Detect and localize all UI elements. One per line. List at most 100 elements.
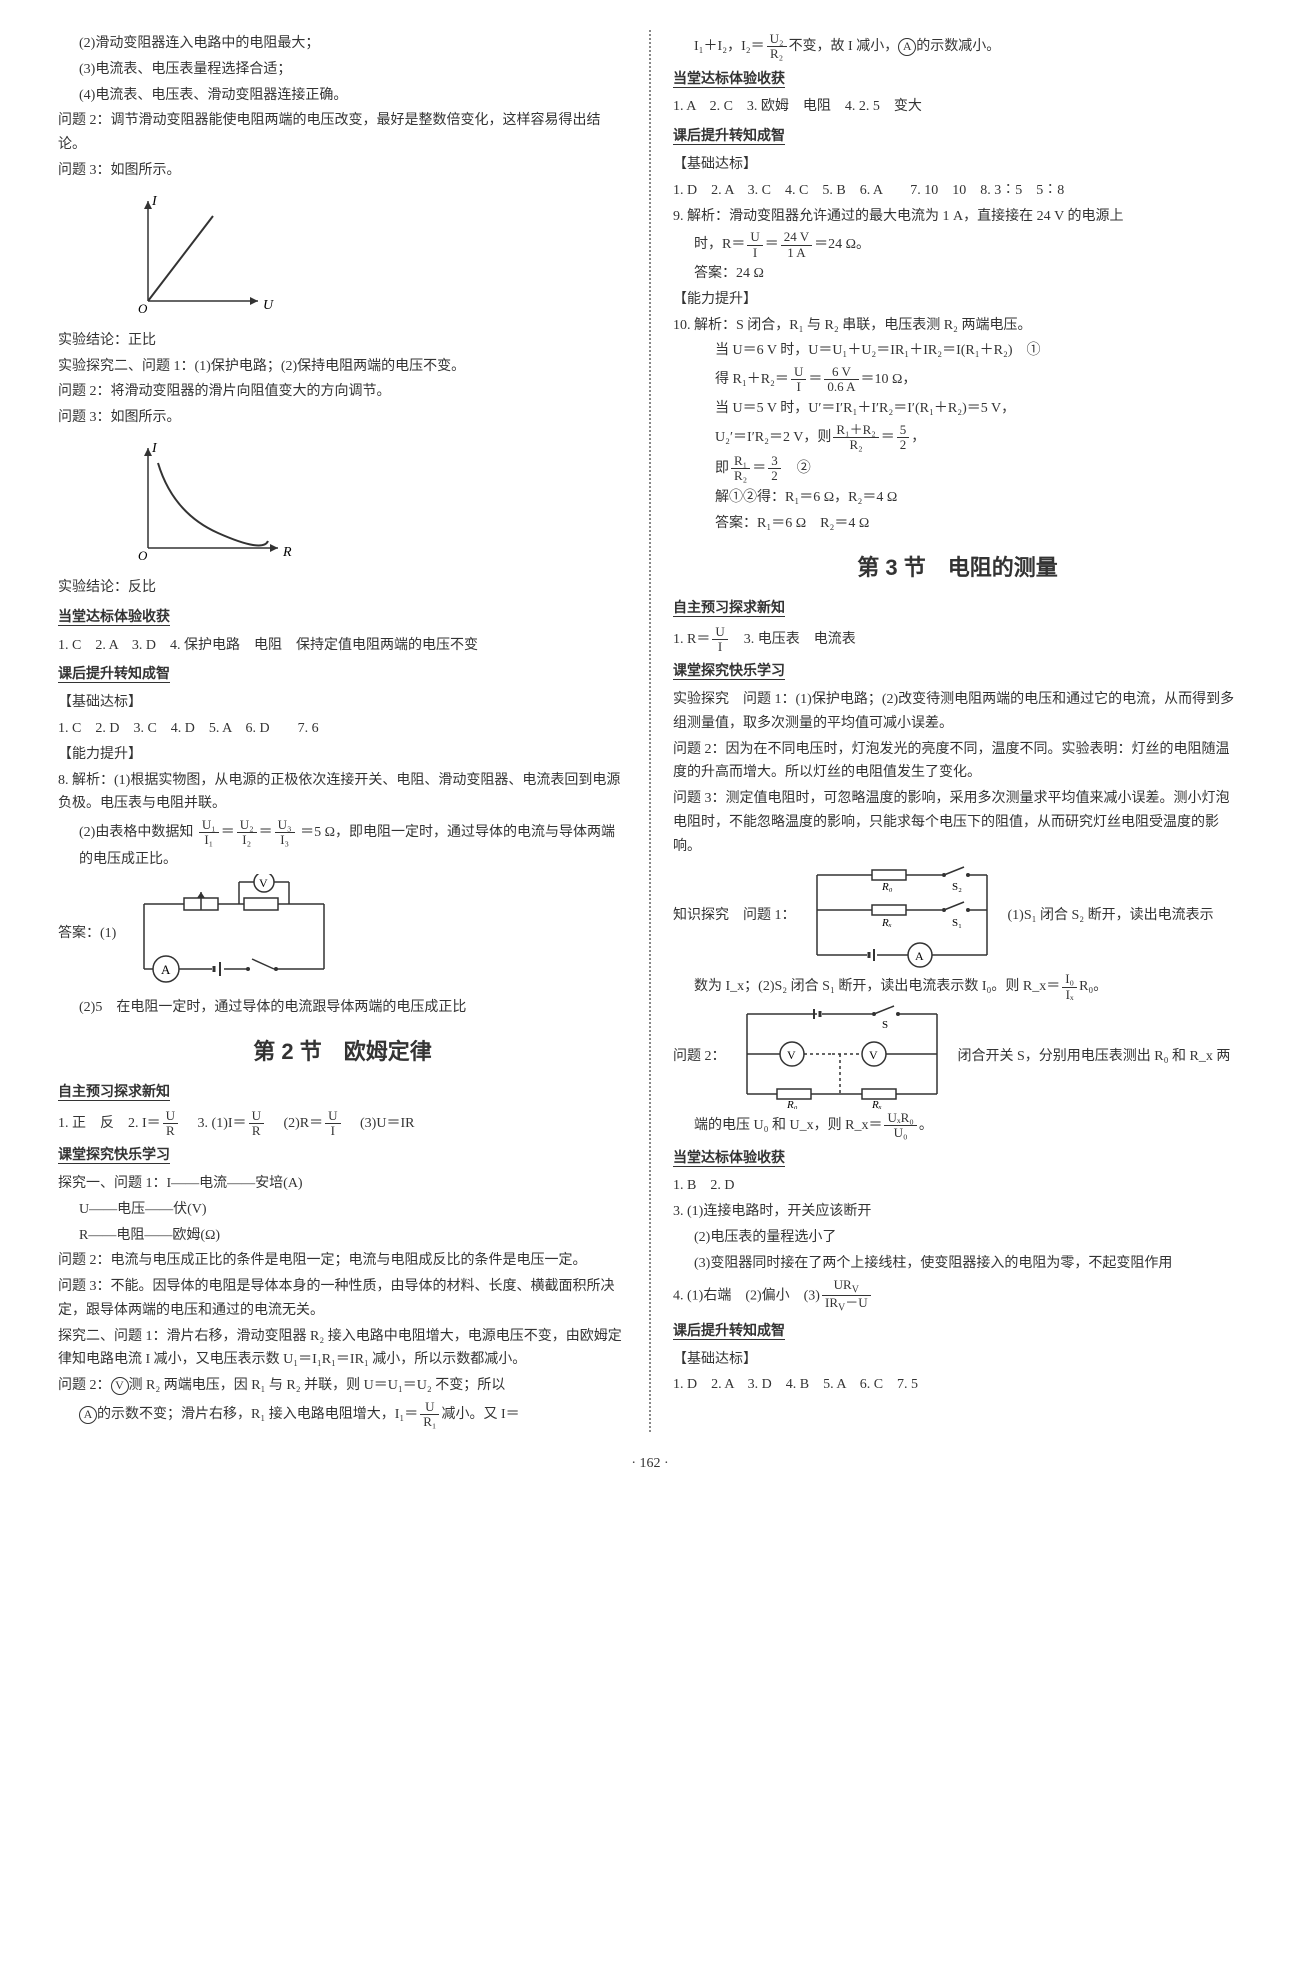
chapter-title: 第 3 节 电阻的测量 [673, 549, 1242, 586]
text: 1. R＝UI 3. 电压表 电流表 [673, 625, 1242, 655]
svg-text:Rₓ: Rₓ [881, 917, 892, 929]
text: 问题 3：不能。因导体的电阻是导体本身的一种性质，由导体的材料、长度、横截面积所… [58, 1275, 627, 1323]
text: 问题 2：因为在不同电压时，灯泡发光的亮度不同，温度不同。实验表明：灯丝的电阻随… [673, 738, 1242, 786]
answer-with-circuit: 答案：(1) [58, 874, 627, 994]
answer-line: 1. C 2. D 3. C 4. D 5. A 6. D 7. 6 [58, 717, 627, 741]
graph-iu-linear: O U I [118, 191, 627, 321]
a-icon: A [898, 38, 916, 56]
text: 当 U＝5 V 时，U′＝I′R₁＋I′R₂＝I′(R₁＋R₂)＝5 V， [673, 397, 1242, 421]
text: 时，R＝UI＝24 V1 A＝24 Ω。 [673, 230, 1242, 260]
text: (1)S₁ 闭合 S₂ 断开，读出电流表示 [1008, 904, 1214, 928]
text: 实验结论：正比 [58, 329, 627, 353]
text: 9. 解析：滑动变阻器允许通过的最大电流为 1 A，直接接在 24 V 的电源上 [673, 205, 1242, 229]
text: 当 U＝6 V 时，U＝U₁＋U₂＝IR₁＋IR₂＝I(R₁＋R₂) ① [673, 339, 1242, 363]
svg-text:V: V [869, 1048, 878, 1062]
text: 4. (1)右端 (2)偏小 (3)URVIRV－U [673, 1278, 1242, 1314]
text: 答案：24 Ω [673, 262, 1242, 286]
y-axis-label: I [151, 441, 158, 456]
text: 10. 解析：S 闭合，R₁ 与 R₂ 串联，电压表测 R₂ 两端电压。 [673, 314, 1242, 338]
section-heading: 自主预习探求新知 [673, 597, 1242, 621]
label: 问题 2： [673, 1045, 726, 1069]
text: 数为 I_x；(2)S₂ 闭合 S₁ 断开，读出电流表示数 I₀。则 R_x＝I… [673, 972, 1242, 1002]
answer-line: 1. D 2. A 3. C 4. C 5. B 6. A 7. 10 10 8… [673, 179, 1242, 203]
text: 实验探究二、问题 1：(1)保护电路；(2)保持电阻两端的电压不变。 [58, 355, 627, 379]
section-heading: 自主预习探求新知 [58, 1081, 627, 1105]
text: I₁＋I₂，I₂＝U₂R₂不变，故 I 减小，A的示数减小。 [673, 32, 1242, 62]
svg-text:Rₓ: Rₓ [871, 1099, 882, 1109]
text: (2)电压表的量程选小了 [673, 1226, 1242, 1250]
x-axis-label: U [263, 298, 274, 313]
chapter-title: 第 2 节 欧姆定律 [58, 1033, 627, 1070]
text: 问题 3：如图所示。 [58, 406, 627, 430]
x-axis-label: R [282, 545, 292, 560]
right-column: I₁＋I₂，I₂＝U₂R₂不变，故 I 减小，A的示数减小。 当堂达标体验收获 … [655, 30, 1260, 1432]
left-column: (2)滑动变阻器连入电路中的电阻最大； (3)电流表、电压表量程选择合适； (4… [40, 30, 645, 1432]
svg-text:R₀: R₀ [786, 1099, 798, 1109]
text: U——电压——伏(V) [58, 1198, 627, 1222]
text: A的示数不变；滑片右移，R₁ 接入电路电阻增大，I₁＝UR₁减小。又 I＝ [58, 1400, 627, 1430]
column-divider [649, 30, 651, 1432]
svg-text:O: O [138, 301, 148, 316]
svg-text:V: V [259, 876, 268, 890]
svg-text:A: A [915, 949, 924, 963]
section-heading: 当堂达标体验收获 [673, 1147, 1242, 1171]
page-number: · 162 · [40, 1452, 1260, 1476]
v-icon: V [111, 1377, 129, 1395]
page-layout: (2)滑动变阻器连入电路中的电阻最大； (3)电流表、电压表量程选择合适； (4… [40, 30, 1260, 1432]
answer-line: 1. D 2. A 3. D 4. B 5. A 6. C 7. 5 [673, 1373, 1242, 1397]
text: 问题 2：调节滑动变阻器能使电阻两端的电压改变，最好是整数倍变化，这样容易得出结… [58, 109, 627, 157]
bracket-label: 【基础达标】 [673, 1348, 1242, 1372]
text: 端的电压 U₀ 和 U_x，则 R_x＝UₓR₀U₀。 [673, 1111, 1242, 1141]
svg-text:R₀: R₀ [881, 881, 893, 893]
circuit-diagram-3: S V V R₀ [732, 1004, 952, 1109]
graph-ir-inverse: O R I [118, 438, 627, 568]
answer-line: 1. B 2. D [673, 1174, 1242, 1198]
circuit-diagram-1: A V [124, 874, 344, 994]
bracket-label: 【能力提升】 [673, 288, 1242, 312]
text: (3)电流表、电压表量程选择合适； [58, 58, 627, 82]
text: (2)滑动变阻器连入电路中的电阻最大； [58, 32, 627, 56]
text: 探究一、问题 1：I——电流——安培(A) [58, 1172, 627, 1196]
section-heading: 当堂达标体验收获 [673, 68, 1242, 92]
section-heading: 课后提升转知成智 [673, 125, 1242, 149]
text: 问题 3：如图所示。 [58, 159, 627, 183]
circuit-diagram-2: R₀ S₂ Rₓ S₁ [802, 860, 1002, 970]
svg-text:A: A [161, 962, 171, 977]
section-heading: 当堂达标体验收获 [58, 606, 627, 630]
text: 3. (1)连接电路时，开关应该断开 [673, 1200, 1242, 1224]
a-icon: A [79, 1406, 97, 1424]
svg-text:V: V [787, 1048, 796, 1062]
label: 知识探究 问题 1： [673, 904, 796, 928]
text: 解①②得：R₁＝6 Ω，R₂＝4 Ω [673, 486, 1242, 510]
svg-text:S₁: S₁ [952, 917, 962, 929]
text: 8. 解析：(1)根据实物图，从电源的正极依次连接开关、电阻、滑动变阻器、电流表… [58, 769, 627, 817]
text: 问题 3：测定值电阻时，可忽略温度的影响，采用多次测量求平均值来减小误差。测小灯… [673, 787, 1242, 858]
section-heading: 课后提升转知成智 [673, 1320, 1242, 1344]
text: 1. 正 反 2. I＝UR 3. (1)I＝UR (2)R＝UI (3)U＝I… [58, 1109, 627, 1139]
text: (2)由表格中数据知 U₁I₁＝U₂I₂＝U₃I₃ ＝5 Ω，即电阻一定时，通过… [58, 818, 627, 871]
text: 实验结论：反比 [58, 576, 627, 600]
section-heading: 课堂探究快乐学习 [673, 660, 1242, 684]
answer-line: 1. C 2. A 3. D 4. 保护电路 电阻 保持定值电阻两端的电压不变 [58, 634, 627, 658]
text-with-circuit: 问题 2： S V [673, 1004, 1242, 1109]
y-axis-label: I [151, 194, 158, 209]
bracket-label: 【基础达标】 [673, 153, 1242, 177]
answer-label: 答案：(1) [58, 922, 116, 946]
text-with-circuit: 知识探究 问题 1： R₀ S₂ Rₓ [673, 860, 1242, 970]
text: (2)5 在电阻一定时，通过导体的电流跟导体两端的电压成正比 [58, 996, 627, 1020]
text: 即R₁R₂＝32 ② [673, 454, 1242, 484]
text: 问题 2：电流与电压成正比的条件是电阻一定；电流与电阻成反比的条件是电压一定。 [58, 1249, 627, 1273]
text: (3)变阻器同时接在了两个上接线柱，使变阻器接入的电阻为零，不起变阻作用 [673, 1252, 1242, 1276]
answer-line: 1. A 2. C 3. 欧姆 电阻 4. 2. 5 变大 [673, 95, 1242, 119]
section-heading: 课堂探究快乐学习 [58, 1144, 627, 1168]
svg-text:O: O [138, 548, 148, 563]
bracket-label: 【基础达标】 [58, 691, 627, 715]
text: (4)电流表、电压表、滑动变阻器连接正确。 [58, 84, 627, 108]
text: 问题 2：将滑动变阻器的滑片向阻值变大的方向调节。 [58, 380, 627, 404]
svg-text:S₂: S₂ [952, 881, 962, 893]
svg-text:S: S [882, 1019, 888, 1031]
text: 答案：R₁＝6 Ω R₂＝4 Ω [673, 512, 1242, 536]
text: R——电阻——欧姆(Ω) [58, 1224, 627, 1248]
text: U₂′＝I′R₂＝2 V，则R₁＋R₂R₂＝52， [673, 423, 1242, 453]
text: 问题 2：V测 R₂ 两端电压，因 R₁ 与 R₂ 并联，则 U＝U₁＝U₂ 不… [58, 1374, 627, 1398]
